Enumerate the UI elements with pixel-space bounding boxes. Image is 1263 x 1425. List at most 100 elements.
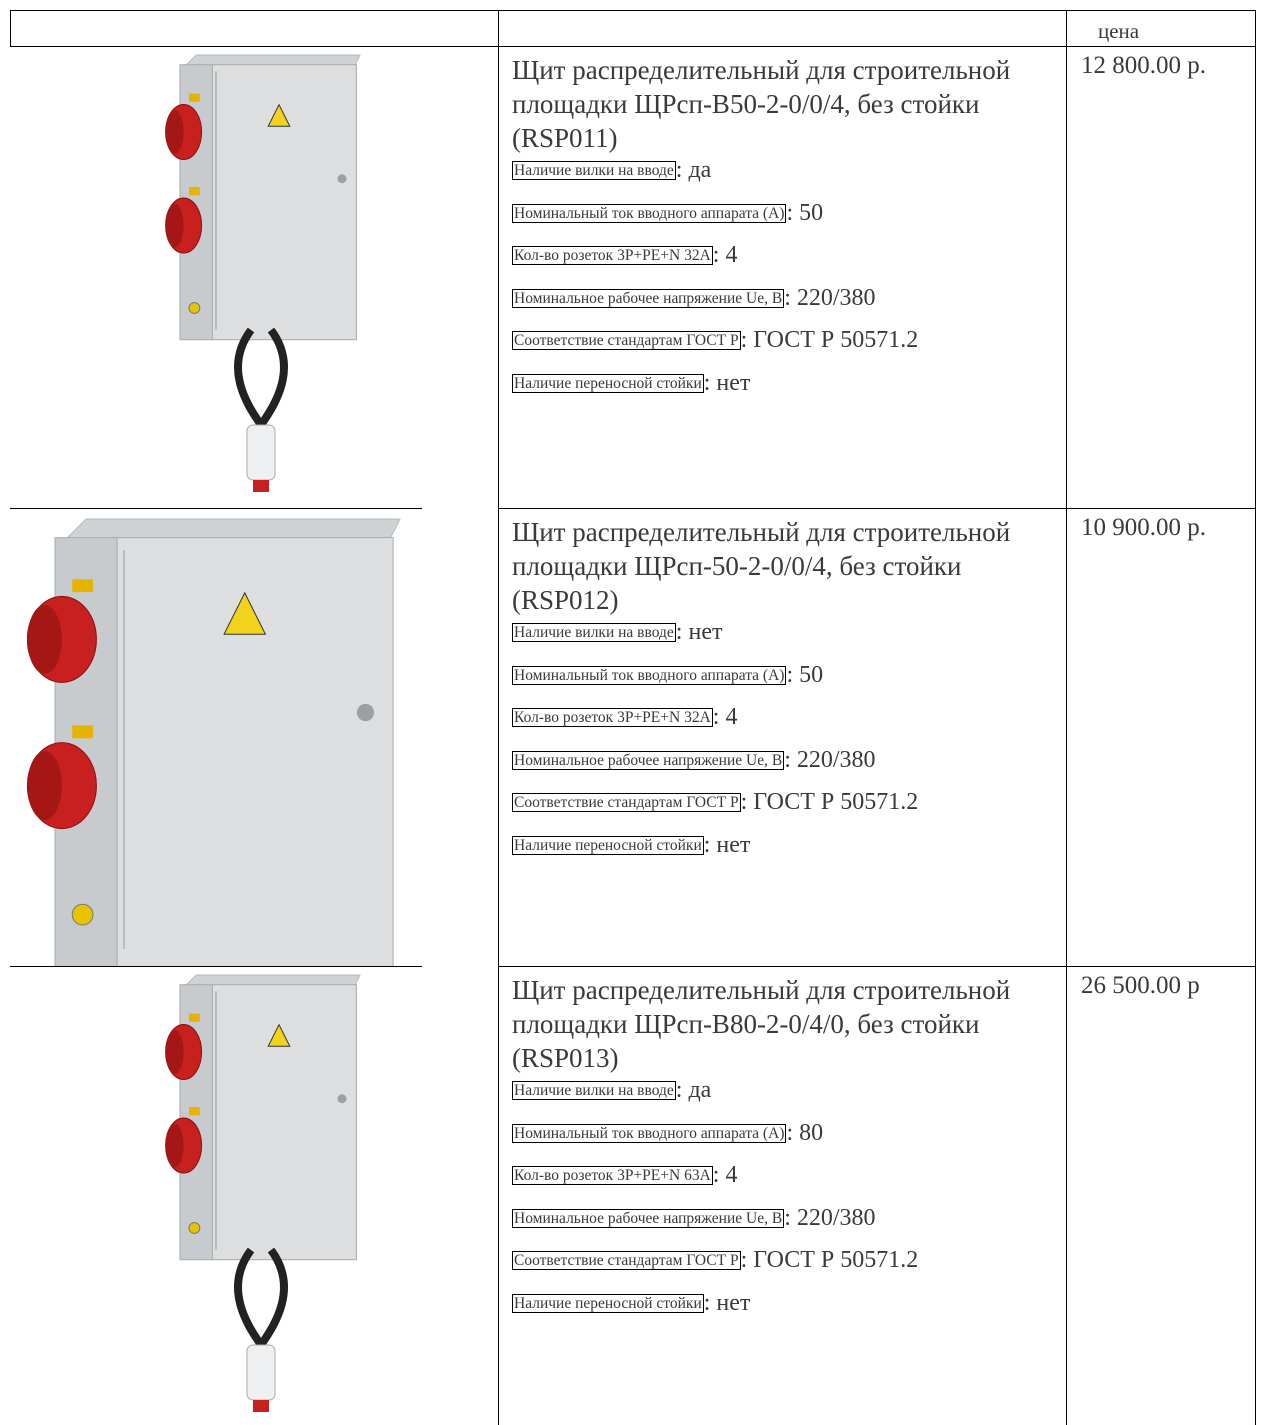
separator: : — [784, 1204, 791, 1231]
border — [498, 10, 499, 1425]
separator: : — [675, 1077, 683, 1103]
shape — [188, 1222, 201, 1234]
spec-value: 4 — [725, 1162, 738, 1188]
product-image — [165, 974, 361, 1412]
spec: Наличие вилки на вводе: нет — [512, 617, 1052, 660]
panel-door — [211, 984, 357, 1261]
price: 12 800.00 р. — [1081, 52, 1206, 79]
product-image — [26, 518, 401, 967]
spec-label: Номинальный ток вводного аппарата (А) — [512, 665, 787, 685]
cable — [234, 1247, 288, 1348]
spec-label: Соответствие стандартам ГОСТ Р — [512, 793, 741, 812]
spec-value: 50 — [799, 199, 824, 226]
separator: : — [786, 1119, 794, 1146]
plug — [246, 424, 276, 481]
border — [1066, 10, 1067, 1425]
shape — [188, 302, 201, 314]
separator: : — [712, 242, 720, 268]
shape — [253, 480, 269, 492]
description: Щит распределительный для строительной п… — [512, 515, 1052, 872]
row-line — [498, 46, 1256, 47]
spec-label: Наличие переносной стойки — [512, 835, 704, 855]
spec-label: Наличие переносной стойки — [512, 373, 704, 393]
spec-value: нет — [716, 831, 751, 858]
shape — [165, 1123, 184, 1168]
warning-sign — [223, 591, 267, 635]
row-line — [498, 966, 1256, 967]
spec-value: 4 — [725, 242, 738, 268]
border — [10, 10, 1256, 11]
spec-label: Наличие переносной стойки — [512, 1293, 704, 1313]
spec-label: Соответствие стандартам ГОСТ Р — [512, 331, 741, 350]
shape — [27, 751, 62, 820]
spec-value: 220/380 — [796, 284, 876, 311]
spec-value: 80 — [799, 1119, 824, 1146]
spec-label: Номинальный ток вводного аппарата (А) — [512, 203, 787, 223]
spec-label: Номинальное рабочее напряжение Ue, В — [512, 288, 785, 308]
warning-sign — [267, 103, 291, 127]
warning-sign — [267, 1023, 291, 1047]
spec: Наличие вилки на вводе: да — [512, 1075, 1052, 1118]
spec-value: 50 — [799, 661, 824, 688]
cable — [234, 327, 288, 428]
separator: : — [712, 1162, 720, 1188]
product-image — [165, 54, 361, 492]
separator: : — [703, 831, 711, 858]
shape — [253, 1400, 269, 1412]
spec-label: Наличие вилки на вводе — [512, 623, 676, 642]
product-title: Щит распределительный для строительной п… — [512, 55, 1011, 153]
spec: Соответствие стандартам ГОСТ Р: ГОСТ Р 5… — [512, 1245, 1052, 1288]
spec: Наличие переносной стойки: нет — [512, 1288, 1052, 1331]
separator: : — [786, 661, 794, 688]
spec: Номинальное рабочее напряжение Ue, В: 22… — [512, 1203, 1052, 1246]
panel-door — [116, 537, 394, 967]
separator: : — [703, 1289, 711, 1316]
spec-label: Кол-во розеток 3P+PE+N 32A — [512, 246, 713, 265]
description: Щит распределительный для строительной п… — [512, 973, 1052, 1330]
spec-value: ГОСТ Р 50571.2 — [753, 327, 919, 353]
spec-label: Номинальное рабочее напряжение Ue, В — [512, 1208, 785, 1228]
panel-door — [211, 64, 357, 341]
separator: : — [740, 789, 748, 815]
separator: : — [703, 369, 711, 396]
label-plate — [189, 1013, 200, 1022]
spec-value: ГОСТ Р 50571.2 — [753, 789, 919, 815]
plug — [246, 1344, 276, 1401]
spec-value: 4 — [725, 704, 738, 730]
spec: Кол-во розеток 3P+PE+N 63A: 4 — [512, 1160, 1052, 1203]
separator: : — [740, 1247, 748, 1273]
label-plate — [189, 93, 200, 102]
spec: Кол-во розеток 3P+PE+N 32A: 4 — [512, 240, 1052, 283]
spec-label: Номинальный ток вводного аппарата (А) — [512, 1123, 787, 1143]
label-plate — [189, 187, 200, 196]
product-title: Щит распределительный для строительной п… — [512, 517, 1011, 615]
spec-value: да — [688, 157, 712, 183]
border — [10, 10, 11, 47]
spec: Соответствие стандартам ГОСТ Р: ГОСТ Р 5… — [512, 325, 1052, 368]
spec-label: Номинальное рабочее напряжение Ue, В — [512, 750, 785, 770]
shape — [165, 1030, 184, 1074]
spec: Номинальный ток вводного аппарата (А): 5… — [512, 660, 1052, 703]
spec-value: да — [688, 1077, 712, 1103]
shape — [165, 110, 184, 154]
spec-value: 220/380 — [796, 746, 876, 773]
spec-label: Наличие вилки на вводе — [512, 161, 676, 180]
separator: : — [675, 157, 683, 183]
spec: Наличие переносной стойки: нет — [512, 368, 1052, 411]
spec: Номинальный ток вводного аппарата (А): 8… — [512, 1118, 1052, 1161]
label-plate — [189, 1107, 200, 1116]
spec-label: Кол-во розеток 3P+PE+N 63A — [512, 1166, 713, 1185]
row-line — [10, 966, 422, 967]
shape — [27, 605, 62, 674]
label-plate — [72, 725, 93, 739]
spec: Номинальный ток вводного аппарата (А): 5… — [512, 198, 1052, 241]
separator: : — [712, 704, 720, 730]
shape — [71, 903, 94, 926]
spec-label: Кол-во розеток 3P+PE+N 32A — [512, 708, 713, 727]
spec: Номинальное рабочее напряжение Ue, В: 22… — [512, 283, 1052, 326]
shape — [337, 174, 347, 184]
label-plate — [72, 579, 93, 593]
spec: Наличие вилки на вводе: да — [512, 155, 1052, 198]
shape — [356, 703, 375, 722]
